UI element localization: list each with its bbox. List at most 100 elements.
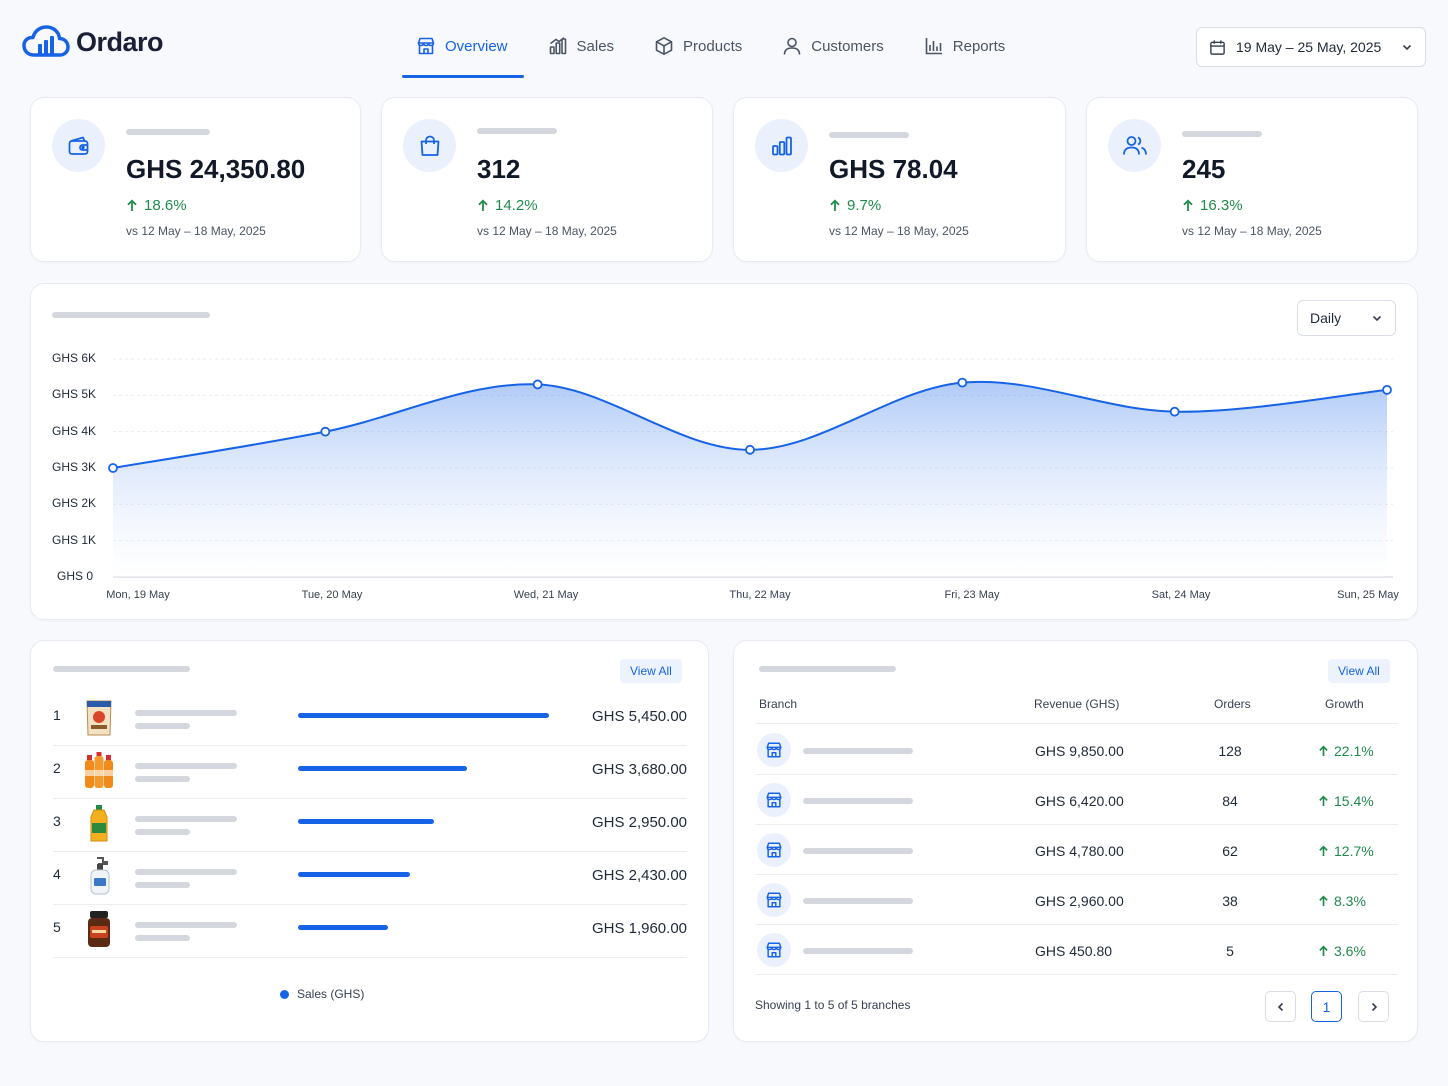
user-icon: [783, 37, 801, 55]
product-rank: 2: [53, 760, 61, 776]
chart-data-point[interactable]: [108, 463, 118, 473]
product-row[interactable]: 5 GHS 1,960.00: [53, 905, 687, 958]
granularity-select[interactable]: Daily: [1297, 300, 1396, 336]
product-rank: 3: [53, 813, 61, 829]
kpi-card-avg-order: GHS 78.04 9.7% vs 12 May – 18 May, 2025: [733, 97, 1066, 262]
chart-series-line: [112, 380, 1388, 469]
product-sales-bar: [298, 925, 388, 930]
branch-row[interactable]: GHS 450.80 5 3.6%: [756, 925, 1398, 975]
store-icon: [766, 842, 782, 858]
branch-revenue: GHS 6,420.00: [1035, 793, 1124, 809]
shopping-bag-icon: [420, 135, 439, 156]
store-icon: [766, 892, 782, 908]
nav-products[interactable]: Products: [638, 30, 758, 62]
chart-data-point[interactable]: [1169, 406, 1180, 417]
branch-growth-value: 12.7%: [1334, 843, 1374, 859]
arrow-up-icon: [1319, 945, 1328, 957]
chart-data-point[interactable]: [320, 426, 331, 437]
chart-data-point[interactable]: [532, 379, 543, 390]
branch-growth: 3.6%: [1318, 943, 1366, 959]
product-row[interactable]: 4 GHS 2,430.00: [53, 852, 687, 905]
branch-icon-wrapper: [757, 933, 791, 967]
nav-overview[interactable]: Overview: [400, 30, 524, 78]
branch-row[interactable]: GHS 4,780.00 62 12.7%: [756, 825, 1398, 875]
app-name: Ordaro: [76, 26, 164, 57]
branches-card: View All Branch Revenue (GHS) Orders Gro…: [733, 640, 1418, 1042]
product-thumbnail-orange-drinks: [85, 752, 113, 788]
store-icon: [417, 37, 435, 55]
branch-row[interactable]: GHS 6,420.00 84 15.4%: [756, 775, 1398, 825]
users-icon: [1122, 135, 1147, 155]
branch-row[interactable]: GHS 9,850.00 128 22.1%: [756, 725, 1398, 775]
y-tick-label: GHS 1K: [52, 532, 97, 547]
product-thumbnail-soap-dispenser: [90, 857, 110, 895]
product-sales-bar: [298, 713, 549, 718]
product-thumbnail-coffee-jar: [88, 911, 110, 947]
product-row[interactable]: 3 GHS 2,950.00: [53, 799, 687, 852]
y-tick-label: GHS 3K: [52, 460, 97, 474]
kpi-value: GHS 24,350.80: [126, 154, 306, 184]
calendar-icon: [1210, 39, 1225, 55]
branch-name-placeholder: [803, 848, 913, 854]
date-range-value: 19 May – 25 May, 2025: [1236, 39, 1382, 55]
kpi-value: 312: [477, 154, 521, 184]
branch-row[interactable]: GHS 2,960.00 38 8.3%: [756, 875, 1398, 925]
product-sales-bar: [298, 766, 467, 771]
y-tick-label: GHS 0: [57, 569, 94, 583]
product-name-placeholder: [135, 922, 237, 928]
product-sales-bar: [298, 872, 410, 877]
chart-data-point[interactable]: [1382, 384, 1392, 395]
x-tick-label: Fri, 23 May: [944, 589, 1000, 601]
branch-icon-wrapper: [757, 783, 791, 817]
bar-chart-icon: [549, 37, 566, 55]
nav-customers[interactable]: Customers: [766, 30, 900, 62]
granularity-value: Daily: [1310, 310, 1342, 326]
pagination-next-button[interactable]: [1358, 991, 1389, 1022]
nav-reports[interactable]: Reports: [908, 30, 1022, 62]
branch-revenue: GHS 2,960.00: [1035, 893, 1124, 909]
chart-area-fill: [113, 381, 1387, 577]
chart-title-placeholder: [52, 312, 210, 318]
pagination-prev-button[interactable]: [1265, 991, 1296, 1022]
date-range-picker[interactable]: 19 May – 25 May, 2025: [1196, 27, 1426, 67]
nav-sales[interactable]: Sales: [532, 30, 631, 62]
x-tick-label: Sat, 24 May: [1151, 589, 1211, 601]
nav-products-label: Products: [683, 37, 743, 55]
product-thumbnail-cooking-oil: [90, 805, 108, 842]
product-row[interactable]: 1 GHS 5,450.00: [53, 693, 687, 746]
product-thumbnail-snack-pack: [86, 700, 112, 736]
chart-data-point[interactable]: [957, 377, 968, 388]
product-row[interactable]: 2 GHS 3,680.00: [53, 746, 687, 799]
kpi-label-placeholder: [477, 128, 557, 134]
branch-growth: 12.7%: [1318, 843, 1374, 859]
products-view-all-button[interactable]: View All: [620, 659, 682, 683]
pagination-page-1[interactable]: 1: [1311, 991, 1342, 1022]
chevron-down-icon: [1402, 44, 1412, 51]
product-sub-placeholder: [135, 829, 190, 835]
y-tick-label: GHS 5K: [52, 387, 97, 402]
product-sub-placeholder: [135, 935, 190, 941]
x-tick-label: Tue, 20 May: [301, 589, 363, 601]
chart-data-point[interactable]: [745, 444, 755, 455]
store-icon: [766, 942, 782, 958]
kpi-period: vs 12 May – 18 May, 2025: [829, 224, 969, 238]
branches-view-all-button[interactable]: View All: [1328, 659, 1390, 683]
col-header-orders: Orders: [1214, 697, 1251, 711]
app-logo[interactable]: Ordaro: [22, 24, 164, 60]
arrow-up-icon: [1319, 845, 1328, 857]
kpi-icon-wrapper: [403, 119, 456, 172]
kpi-change: 16.3%: [1182, 197, 1243, 214]
product-name-placeholder: [135, 710, 237, 716]
branch-name-placeholder: [803, 798, 913, 804]
product-name-placeholder: [135, 763, 237, 769]
store-icon: [766, 792, 782, 808]
product-name-placeholder: [135, 869, 237, 875]
store-icon: [766, 742, 782, 758]
product-sales-bar: [298, 819, 434, 824]
kpi-change-value: 16.3%: [1200, 197, 1243, 214]
branch-name-placeholder: [803, 948, 913, 954]
sales-chart-card: Daily GHS 0 GHS 1K GHS 2K GHS 3K GHS 4K GHS 5…: [30, 283, 1418, 620]
branch-name-placeholder: [803, 898, 913, 904]
arrow-up-icon: [1319, 895, 1328, 907]
report-chart-icon: [925, 38, 942, 55]
